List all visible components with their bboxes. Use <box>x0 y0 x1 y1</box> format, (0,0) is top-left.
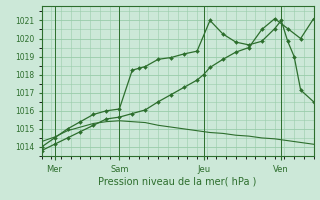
X-axis label: Pression niveau de la mer( hPa ): Pression niveau de la mer( hPa ) <box>99 177 257 187</box>
